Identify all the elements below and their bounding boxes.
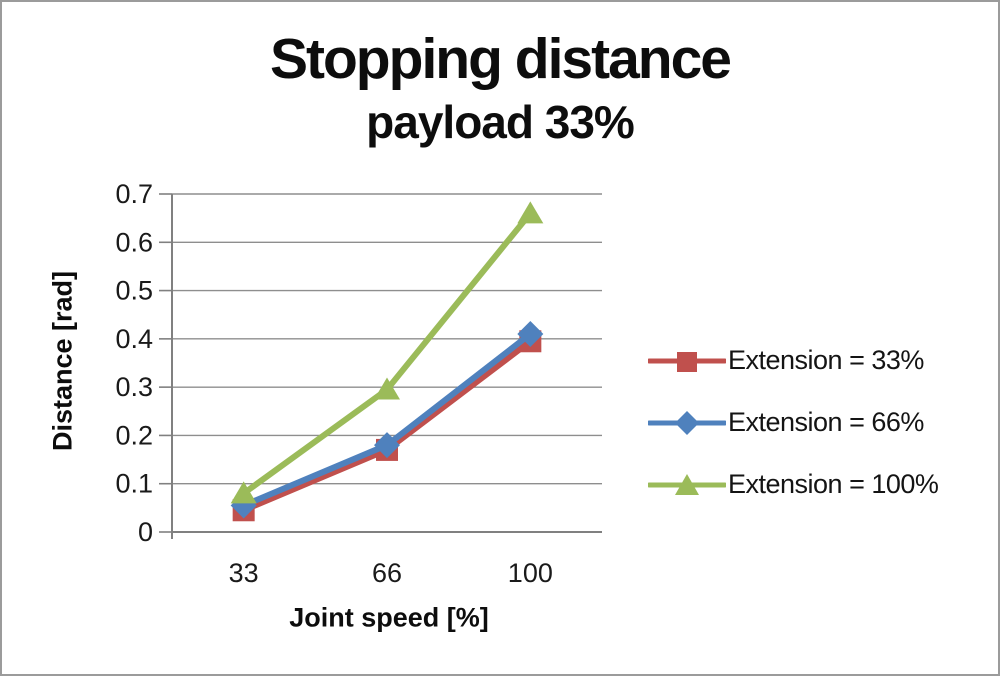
y-tick-label: 0.2 [115,420,153,450]
y-tick-label: 0.3 [115,372,153,402]
legend-key [648,473,726,495]
y-tick-label: 0 [138,517,153,547]
y-tick-label: 0.7 [115,179,153,209]
legend-marker-diamond [675,410,699,435]
x-tick-label: 100 [508,558,553,588]
series-line [240,331,534,509]
legend-label: Extension = 100% [728,469,939,499]
x-axis-title: Joint speed [%] [289,602,489,633]
x-tick-label: 66 [372,558,402,588]
legend-marker-square [677,351,697,372]
legend-entry: Extension = 33% [648,345,938,376]
legend-key [648,351,726,372]
chart-subtitle: payload 33% [366,96,635,148]
y-tick-label: 0.4 [115,324,153,354]
x-tick-label: 33 [229,558,259,588]
data-point-marker-triangle [374,377,400,400]
legend-key [648,410,726,435]
data-point-marker-diamond [517,321,544,348]
series-extension-100- [230,201,544,504]
data-point-marker-diamond [374,432,400,459]
data-point-marker-triangle [230,481,257,504]
y-tick-label: 0.1 [115,469,153,499]
y-tick-label: 0.5 [115,276,153,306]
legend-entry: Extension = 66% [648,407,938,438]
y-axis-title: Distance [rad] [47,270,78,452]
y-tick-label: 0.6 [115,227,153,257]
chart-title: Stopping distance [269,27,732,91]
legend-marker-triangle [675,473,699,495]
data-point-marker-triangle [517,201,544,224]
legend-label: Extension = 33% [728,345,924,375]
legend-label: Extension = 66% [728,407,924,437]
series-extension-66- [230,321,544,519]
legend: Extension = 33% Extension = 66% Extension … [648,345,939,500]
legend-entry: Extension = 100% [648,469,939,500]
